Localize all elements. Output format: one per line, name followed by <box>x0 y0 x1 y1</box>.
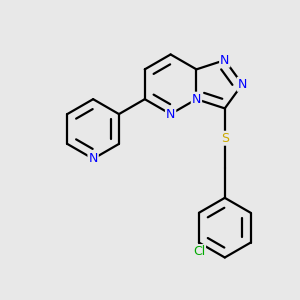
Text: N: N <box>88 152 98 165</box>
Text: N: N <box>192 93 201 106</box>
Text: N: N <box>166 108 175 121</box>
Text: S: S <box>221 132 229 145</box>
Text: Cl: Cl <box>193 245 205 258</box>
Text: N: N <box>238 78 247 91</box>
Text: N: N <box>220 54 230 67</box>
